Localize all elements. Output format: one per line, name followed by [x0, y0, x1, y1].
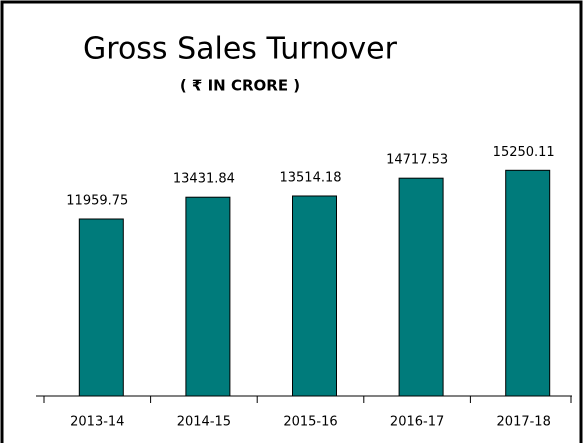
value-label: 11959.75: [66, 193, 128, 208]
x-tick-label: 2015-16: [283, 415, 337, 430]
bar: [185, 196, 231, 397]
x-tick-label: 2017-18: [497, 415, 551, 430]
value-label: 13431.84: [173, 172, 235, 187]
value-label: 13514.18: [279, 170, 341, 185]
chart-title: Gross Sales Turnover: [83, 32, 398, 67]
value-label: 15250.11: [493, 145, 555, 160]
bar: [78, 218, 124, 397]
value-label: 14717.53: [386, 153, 448, 168]
bar: [292, 195, 337, 397]
x-tick-label: 2014-15: [177, 415, 231, 430]
x-tick-label: 2013-14: [70, 415, 124, 430]
chart-subtitle: ( ₹ IN CRORE ): [180, 77, 300, 95]
x-tick-label: 2016-17: [390, 415, 444, 430]
bar: [505, 169, 551, 397]
bar: [398, 177, 444, 397]
